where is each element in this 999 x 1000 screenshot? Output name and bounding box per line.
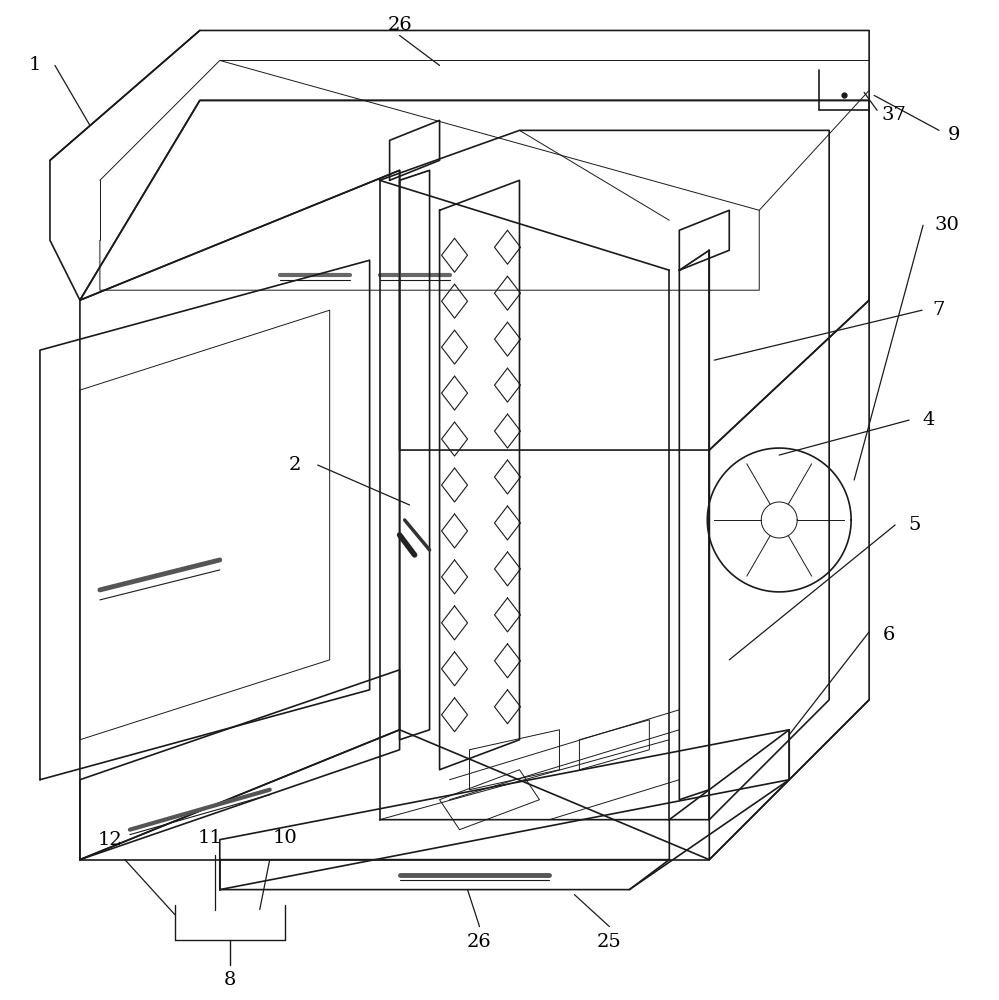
Text: 12: 12 (98, 831, 122, 849)
Text: 6: 6 (883, 626, 895, 644)
Text: 10: 10 (273, 829, 297, 847)
Text: 37: 37 (882, 106, 906, 124)
Text: 8: 8 (224, 971, 236, 989)
Text: 7: 7 (933, 301, 945, 319)
Text: 5: 5 (908, 516, 920, 534)
Text: 1: 1 (29, 56, 41, 74)
Text: 2: 2 (289, 456, 301, 474)
Text: 26: 26 (388, 16, 412, 34)
Text: 26: 26 (468, 933, 492, 951)
Text: 30: 30 (935, 216, 959, 234)
Text: 11: 11 (198, 829, 222, 847)
Text: 4: 4 (923, 411, 935, 429)
Text: 25: 25 (597, 933, 621, 951)
Text: 9: 9 (948, 126, 960, 144)
